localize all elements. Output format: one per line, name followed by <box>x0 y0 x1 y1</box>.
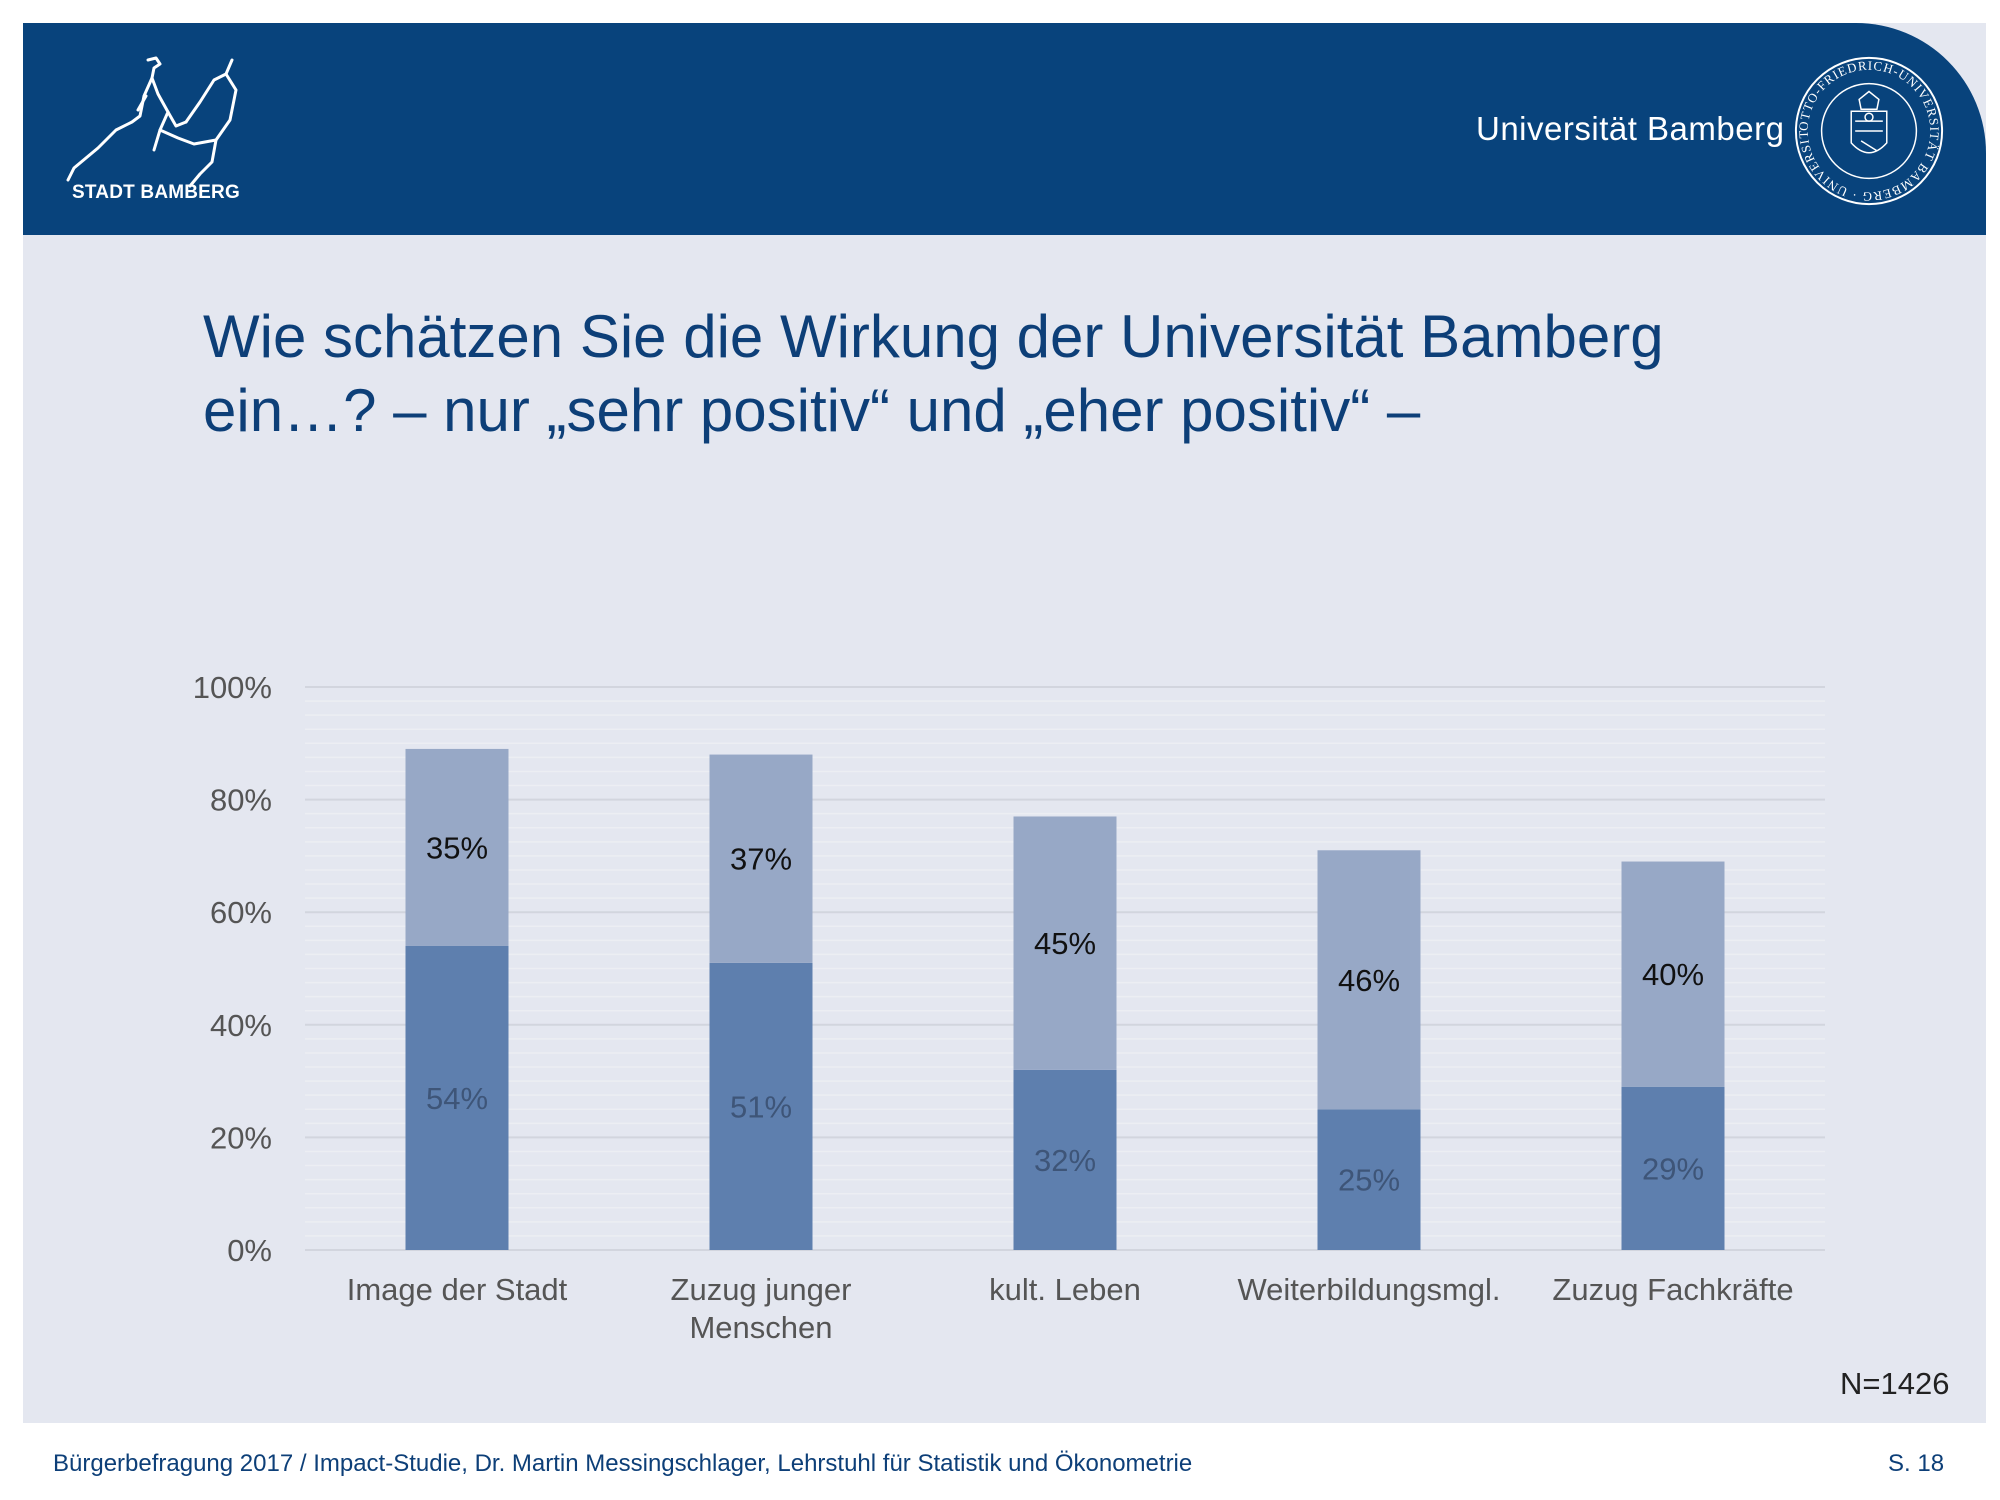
sample-size-note: N=1426 <box>1840 1366 1950 1401</box>
category-label: Image der Stadt <box>347 1272 568 1307</box>
y-tick-label: 80% <box>210 783 272 818</box>
data-label: 32% <box>1034 1143 1096 1178</box>
bar-segment-upper <box>405 748 509 946</box>
y-axis-ticks: 0% 20% 40% 60% 80% 100% <box>193 670 272 1268</box>
bar-segment-lower <box>1013 1069 1117 1250</box>
y-tick-label: 40% <box>210 1008 272 1043</box>
bars <box>405 748 1725 1250</box>
category-label: Menschen <box>689 1310 832 1345</box>
slide-title: Wie schätzen Sie die Wirkung der Univers… <box>203 303 1664 444</box>
category-label: Zuzug Fachkräfte <box>1552 1272 1793 1307</box>
bar-segment-upper <box>1621 861 1725 1087</box>
bar-segment-lower <box>1317 1109 1421 1250</box>
y-tick-label: 100% <box>193 670 272 705</box>
data-label: 40% <box>1642 957 1704 992</box>
category-label: kult. Leben <box>989 1272 1141 1307</box>
stadt-bamberg-logo <box>66 56 238 188</box>
data-label: 51% <box>730 1089 792 1124</box>
university-seal: OTTO-FRIEDRICH-UNIVERSITÄT BAMBERG · UNI… <box>1790 52 1944 206</box>
data-label: 37% <box>730 842 792 877</box>
data-label: 25% <box>1338 1163 1400 1198</box>
bar-segment-upper <box>1317 850 1421 1110</box>
page-number: S. 18 <box>1888 1450 1945 1477</box>
data-label: 54% <box>426 1081 488 1116</box>
data-label: 35% <box>426 830 488 865</box>
bar-segment-lower <box>709 962 813 1250</box>
bar-segment-lower <box>1621 1086 1725 1250</box>
y-tick-label: 60% <box>210 895 272 930</box>
university-name: Universität Bamberg <box>1476 110 1785 147</box>
footer-text: Bürgerbefragung 2017 / Impact-Studie, Dr… <box>53 1450 1193 1477</box>
data-label: 45% <box>1034 926 1096 961</box>
bar-segment-upper <box>1013 816 1117 1070</box>
y-tick-label: 20% <box>210 1120 272 1155</box>
data-label: 46% <box>1338 963 1400 998</box>
data-label: 29% <box>1642 1151 1704 1186</box>
y-tick-label: 0% <box>227 1233 272 1268</box>
bar-segment-upper <box>709 754 813 963</box>
category-label: Zuzug junger <box>671 1272 852 1307</box>
category-label: Weiterbildungsmgl. <box>1237 1272 1500 1307</box>
header-band <box>23 23 1986 235</box>
bar-segment-lower <box>405 945 509 1250</box>
value-labels: 54% 35% 51% 37% 32% 45% 25% 46% 29% 40% <box>426 830 1704 1197</box>
city-logo-text: STADT BAMBERG <box>72 182 240 203</box>
